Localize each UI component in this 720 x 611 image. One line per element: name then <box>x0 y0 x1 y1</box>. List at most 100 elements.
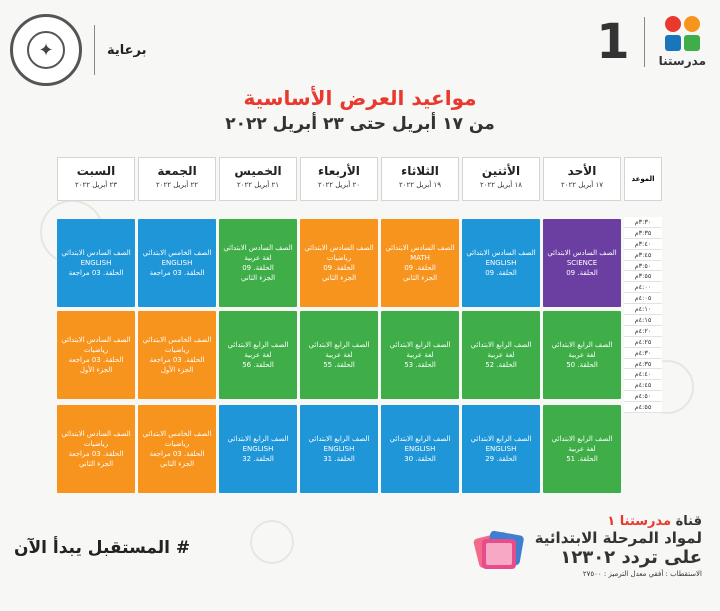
program-line: الحلقة. 03 مراجعة <box>149 450 205 458</box>
program-line: ENGLISH <box>161 259 193 267</box>
day-date: ١٧ أبريل ٢٠٢٢ <box>560 181 604 189</box>
program-line: الحلقة. 50 <box>566 361 598 369</box>
program-line: الجزء الثاني <box>321 274 357 282</box>
program-line: الصف السادس الابتدائي <box>61 249 131 257</box>
sponsor-label: برعاية <box>107 42 147 58</box>
time-slot: ٤:٤٥م <box>624 380 662 392</box>
program-line: الحلقة. 52 <box>485 361 517 369</box>
time-slot: ٣:٥٠م <box>624 260 662 272</box>
time-slot: ٤:٠٠م <box>624 282 662 294</box>
day-date: ١٨ أبريل ٢٠٢٢ <box>479 181 523 189</box>
day-header-6: السبت ٢٣ أبريل ٢٠٢٢ <box>57 157 135 201</box>
program-line: الحلقة. 09 <box>323 264 355 272</box>
logo-shapes-icon <box>664 16 700 51</box>
program-line: رياضيات <box>326 254 352 262</box>
program-line: ENGLISH <box>323 445 355 453</box>
program-line: الحلقة. 03 مراجعة <box>68 450 124 458</box>
program-line: الحلقة. 51 <box>566 455 598 463</box>
day-header-5: الجمعة ٢٢ أبريل ٢٠٢٢ <box>138 157 216 201</box>
program-line: ENGLISH <box>242 445 274 453</box>
program-cell: الصف الرابع الابتدائي ENGLISH الحلقة. 30 <box>381 405 459 493</box>
day-name: الخميس <box>234 164 282 178</box>
frequency-line: على تردد ١٢٣٠٢ <box>560 547 702 568</box>
program-line: الجزء الثاني <box>78 460 114 468</box>
program-line: الحلقة. 03 مراجعة <box>68 269 124 277</box>
time-slot: ٤:٥٠م <box>624 391 662 403</box>
program-line: الحلقة. 30 <box>404 455 436 463</box>
program-cell: الصف السادس الابتدائي لغة عربية الحلقة. 09… <box>219 219 297 307</box>
hashtag-slogan: # المستقبل يبدأ الآن <box>14 538 191 558</box>
day-name: الأربعاء <box>318 164 360 178</box>
program-line: الصف الرابع الابتدائي <box>227 435 289 443</box>
program-line: الصف الخامس الابتدائي <box>142 336 212 344</box>
program-line: الصف السادس الابتدائي <box>61 336 131 344</box>
program-line: الصف الرابع الابتدائي <box>470 341 532 349</box>
schedule-table: الموعد الأحد ١٧ أبريل ٢٠٢٢ الأثنين ١٨ أبريل… <box>56 157 662 497</box>
program-line: رياضيات <box>83 440 109 448</box>
day-name: الجمعة <box>157 164 197 178</box>
day-date: ٢٠ أبريل ٢٠٢٢ <box>317 181 361 189</box>
branding-divider <box>643 17 645 67</box>
day-name: الأثنين <box>481 164 521 178</box>
logo-text: مدرستنا <box>658 54 706 68</box>
day-header-3: الأربعاء ٢٠ أبريل ٢٠٢٢ <box>300 157 378 201</box>
channel-name: مدرستنا ١ <box>607 514 672 529</box>
program-cell: الصف الرابع الابتدائي ENGLISH الحلقة. 31 <box>300 405 378 493</box>
program-line: الجزء الأول <box>79 366 113 374</box>
program-line: لغة عربية <box>487 351 515 359</box>
program-line: الصف الرابع الابتدائي <box>551 435 613 443</box>
program-line: لغة عربية <box>325 351 353 359</box>
program-line: الحلقة. 29 <box>485 455 517 463</box>
time-column-header: الموعد <box>624 157 662 201</box>
tablet-stack-icon <box>473 530 524 569</box>
day-header-0: الأحد ١٧ أبريل ٢٠٢٢ <box>543 157 621 201</box>
channel-prefix: قناة <box>675 514 702 529</box>
program-cell: الصف الرابع الابتدائي لغة عربية الحلقة. 53 <box>381 311 459 399</box>
program-line: رياضيات <box>164 346 190 354</box>
program-line: الصف الخامس الابتدائي <box>142 430 212 438</box>
program-line: الحلقة. 09 <box>404 264 436 272</box>
program-line: ENGLISH <box>80 259 112 267</box>
program-line: الجزء الثاني <box>240 274 276 282</box>
program-line: الحلقة. 09 <box>566 269 598 277</box>
program-line: الصف الخامس الابتدائي <box>142 249 212 257</box>
program-cell: الصف الخامس الابتدائي ENGLISH الحلقة. 03 م… <box>138 219 216 307</box>
polarization-line: الاستقطاب : أفقي معدل الترميز : ٢٧٥٠٠ <box>582 570 702 578</box>
program-line: الصف السادس الابتدائي <box>223 244 293 252</box>
program-cell: الصف الرابع الابتدائي لغة عربية الحلقة. 52 <box>462 311 540 399</box>
page-title: مواعيد العرض الأساسية <box>243 86 477 110</box>
day-name: الأحد <box>567 164 597 178</box>
program-line: رياضيات <box>83 346 109 354</box>
program-line: الحلقة. 03 مراجعة <box>68 356 124 364</box>
time-slot: ٣:٤٠م <box>624 238 662 250</box>
channel-line: قناة مدرستنا ١ <box>535 514 702 529</box>
program-line: الصف الرابع الابتدائي <box>308 435 370 443</box>
day-date: ٢٢ أبريل ٢٠٢٢ <box>155 181 199 189</box>
time-slot: ٣:٣٥م <box>624 227 662 239</box>
time-slot: ٣:٣٠م <box>624 217 662 228</box>
program-line: الصف السادس الابتدائي <box>466 249 536 257</box>
ministry-seal-icon: ✦ <box>10 14 82 86</box>
program-line: الحلقة. 03 مراجعة <box>149 356 205 364</box>
program-line: لغة عربية <box>244 351 272 359</box>
channel-number: 1 <box>596 14 630 70</box>
program-line: MATH <box>410 254 430 262</box>
program-line: الصف السادس الابتدائي <box>61 430 131 438</box>
program-line: الجزء الثاني <box>402 274 438 282</box>
program-cell: الصف الرابع الابتدائي لغة عربية الحلقة. 56 <box>219 311 297 399</box>
program-line: الحلقة. 09 <box>485 269 517 277</box>
program-cell: الصف السادس الابتدائي رياضيات الحلقة. 09 ال… <box>300 219 378 307</box>
time-column: ٣:٣٠م ٣:٣٥م ٣:٤٠م ٣:٤٥م ٣:٥٠م ٣:٥٥م ٤:٠٠م ٤:٠٥م… <box>624 217 662 414</box>
header-divider <box>94 25 95 75</box>
program-line: الحلقة. 53 <box>404 361 436 369</box>
sponsor-block: ✦ برعاية <box>10 14 147 86</box>
day-date: ٢٣ أبريل ٢٠٢٢ <box>74 181 118 189</box>
program-line: ENGLISH <box>485 259 517 267</box>
program-line: لغة عربية <box>568 445 596 453</box>
program-cell: الصف السادس الابتدائي MATH الحلقة. 09 الجزء… <box>381 219 459 307</box>
program-cell: الصف الرابع الابتدائي لغة عربية الحلقة. 50 <box>543 311 621 399</box>
page-subtitle: من ١٧ أبريل حتى ٢٣ أبريل ٢٠٢٢ <box>225 114 495 134</box>
program-line: الصف السادس الابتدائي <box>304 244 374 252</box>
program-line: الصف السادس الابتدائي <box>385 244 455 252</box>
program-line: SCIENCE <box>566 259 598 267</box>
